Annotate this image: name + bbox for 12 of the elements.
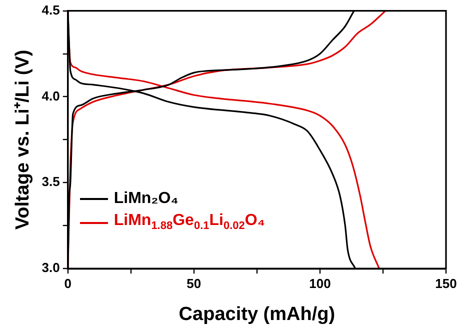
y-tick-label: 4.5 — [42, 2, 60, 18]
x-tick-label: 50 — [186, 276, 202, 291]
y-tick-label: 3.0 — [42, 260, 60, 276]
x-tick-label: 150 — [435, 276, 457, 291]
x-tick-label: 100 — [309, 276, 331, 291]
x-axis-title: Capacity (mAh/g) — [178, 304, 336, 325]
legend-label: LiMn₂O₄ — [114, 188, 178, 209]
y-tick-label: 4.0 — [42, 88, 60, 104]
x-tick-label: 0 — [64, 276, 72, 291]
legend-label: LiMn$_{1.88}$Ge$_{0.1}$Li$_{0.02}$O₄ — [114, 210, 265, 234]
y-tick-label: 3.5 — [42, 174, 60, 190]
y-axis-title: Voltage vs. Li⁺/Li (V) — [12, 50, 34, 230]
